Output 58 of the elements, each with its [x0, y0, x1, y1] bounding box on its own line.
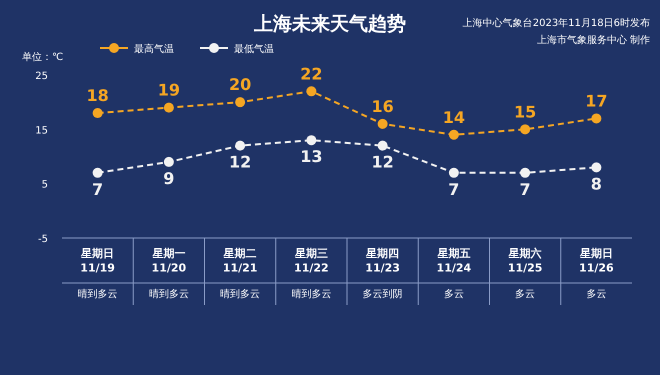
y-tick-label: 25	[35, 71, 48, 82]
y-axis-title: 单位：℃	[22, 51, 64, 63]
data-label: 7	[92, 180, 104, 199]
text: 上海中心气象台2023年11月18日6时发布	[462, 17, 650, 29]
data-label: 12	[371, 152, 394, 172]
text: 晴到多云	[291, 288, 332, 300]
x-tick-label: 星期六 11/25	[508, 247, 542, 274]
point	[378, 118, 388, 129]
point	[235, 140, 246, 151]
data-label: 16	[371, 96, 394, 116]
point	[164, 156, 174, 167]
point	[448, 130, 459, 140]
data-label: 20	[228, 75, 252, 94]
text: 晴到多云	[148, 288, 189, 300]
y-tick-label: 5	[42, 180, 48, 191]
point	[92, 108, 103, 118]
text: 晴到多云	[220, 288, 260, 300]
data-label: 15	[514, 102, 536, 122]
x-tick-label: 星期三 11/22	[294, 247, 329, 274]
point	[235, 97, 246, 108]
text: 多云到阴	[362, 288, 403, 300]
x-tick-label: 星期日 11/26	[578, 247, 614, 274]
data-label: 22	[300, 64, 323, 84]
data-label: 7	[520, 180, 531, 199]
data-label: 13	[300, 147, 323, 166]
point	[520, 168, 530, 178]
x-tick-label: 星期二 11/21	[222, 247, 258, 274]
data-label: 18	[86, 86, 109, 106]
y-tick-label: -5	[38, 234, 48, 245]
point	[164, 102, 174, 113]
data-label: 8	[590, 174, 602, 194]
point	[306, 135, 316, 146]
point	[306, 86, 316, 96]
data-label: 12	[228, 152, 252, 172]
data-label: 9	[163, 168, 174, 188]
point	[448, 168, 459, 178]
point	[378, 140, 388, 151]
point	[591, 162, 602, 172]
text: 晴到多云	[78, 288, 118, 300]
text: 多云	[444, 288, 464, 300]
point	[92, 168, 103, 178]
chart-title: 上海未来天气趋势	[253, 13, 406, 35]
legend-label: 最高气温	[134, 43, 174, 55]
text: 多云	[515, 288, 536, 300]
data-label: 7	[448, 180, 460, 199]
data-label: 14	[442, 108, 466, 127]
text: 上海市气象服务中心 制作	[536, 34, 650, 46]
point	[520, 124, 530, 134]
y-tick-label: 15	[35, 125, 48, 136]
x-tick-label: 星期日 11/19	[80, 247, 115, 274]
x-tick-label: 星期四 11/23	[365, 247, 400, 274]
text: 多云	[586, 288, 606, 300]
data-label: 19	[158, 80, 180, 100]
data-label: 17	[585, 91, 608, 110]
x-tick-label: 星期五 11/24	[436, 247, 472, 274]
point	[591, 113, 602, 124]
legend-label: 最低气温	[234, 43, 274, 55]
x-tick-label: 星期一 11/20	[151, 247, 187, 274]
